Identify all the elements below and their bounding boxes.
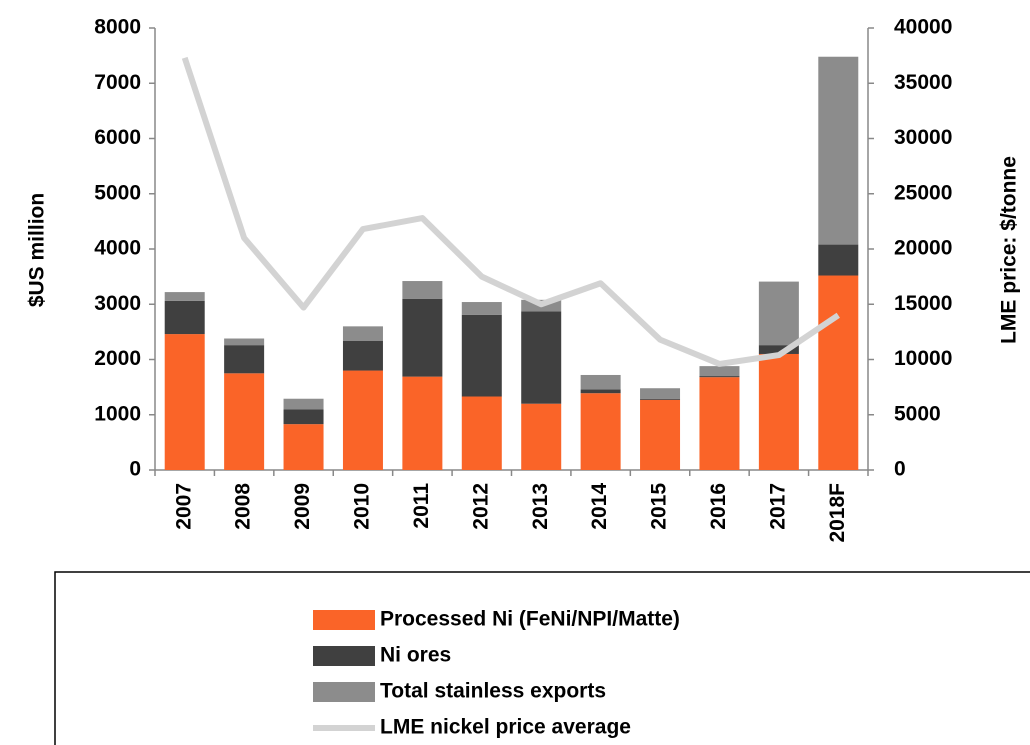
- x-tick-label: 2009: [291, 483, 314, 530]
- y-tick-label: 4000: [94, 237, 141, 260]
- legend-label: Processed Ni (FeNi/NPI/Matte): [380, 608, 680, 631]
- legend-label: Ni ores: [380, 644, 451, 667]
- legend-swatch: [313, 610, 375, 630]
- line-series: [181, 56, 840, 367]
- y2-tick-label: 25000: [894, 181, 952, 204]
- legend-label: LME nickel price average: [380, 716, 631, 739]
- x-tick-label: 2018F: [826, 483, 849, 543]
- bar: [818, 56, 859, 245]
- bar: [640, 399, 681, 470]
- bar: [699, 376, 740, 378]
- y-tick-label: 8000: [94, 16, 141, 39]
- x-tick-label: 2015: [648, 483, 671, 530]
- bar: [758, 353, 799, 470]
- y2-tick-label: 30000: [894, 126, 952, 149]
- bar: [758, 281, 799, 346]
- x-tick-label: 2013: [529, 483, 552, 530]
- bar: [224, 338, 265, 346]
- bar: [699, 377, 740, 470]
- bar: [699, 366, 740, 377]
- legend-swatch: [313, 646, 375, 666]
- legend-label: Total stainless exports: [380, 680, 606, 703]
- y2-tick-label: 20000: [894, 237, 952, 260]
- bar: [164, 334, 205, 470]
- bar: [580, 389, 621, 394]
- bar: [342, 370, 383, 470]
- bar: [580, 393, 621, 470]
- x-tick-label: 2011: [410, 483, 433, 529]
- y2-tick-label: 5000: [894, 402, 941, 425]
- bar: [283, 398, 324, 410]
- bar: [640, 398, 681, 400]
- y-tick-label: 7000: [94, 71, 141, 94]
- bar: [224, 373, 265, 470]
- bar: [164, 300, 205, 335]
- bar: [402, 298, 443, 377]
- bar: [521, 403, 562, 470]
- y-tick-label: 2000: [94, 347, 141, 370]
- bar: [342, 340, 383, 371]
- x-tick-label: 2014: [588, 483, 611, 530]
- bar: [283, 424, 324, 470]
- x-tick-label: 2012: [469, 483, 492, 530]
- legend-box: [54, 571, 1030, 745]
- bar: [521, 311, 562, 404]
- y2-axis-title: LME price: $/tonne: [998, 156, 1021, 344]
- x-tick-label: 2007: [172, 483, 195, 530]
- y-tick-label: 0: [129, 458, 141, 481]
- bar: [461, 302, 502, 315]
- bar: [402, 376, 443, 470]
- bar: [164, 292, 205, 301]
- bar: [283, 409, 324, 425]
- y-tick-label: 5000: [94, 181, 141, 204]
- y-axis-title: $US million: [26, 193, 49, 307]
- bar: [640, 388, 681, 399]
- x-tick-label: 2016: [707, 483, 730, 530]
- y-tick-label: 6000: [94, 126, 141, 149]
- y2-tick-label: 0: [894, 458, 906, 481]
- x-tick-label: 2008: [232, 483, 255, 530]
- bar: [758, 345, 799, 354]
- y2-tick-label: 40000: [894, 16, 952, 39]
- y-tick-label: 1000: [94, 402, 141, 425]
- bar: [818, 275, 859, 470]
- bar: [818, 244, 859, 276]
- bar: [461, 314, 502, 397]
- x-tick-label: 2010: [351, 483, 374, 530]
- y2-tick-label: 35000: [894, 71, 952, 94]
- bar: [224, 345, 265, 374]
- bar: [342, 326, 383, 341]
- y-tick-label: 3000: [94, 292, 141, 315]
- y2-tick-label: 10000: [894, 347, 952, 370]
- y2-tick-label: 15000: [894, 292, 952, 315]
- bar: [580, 374, 621, 390]
- bar: [402, 281, 443, 299]
- legend-swatch: [313, 682, 375, 702]
- x-tick-label: 2017: [766, 483, 789, 530]
- bar: [461, 396, 502, 470]
